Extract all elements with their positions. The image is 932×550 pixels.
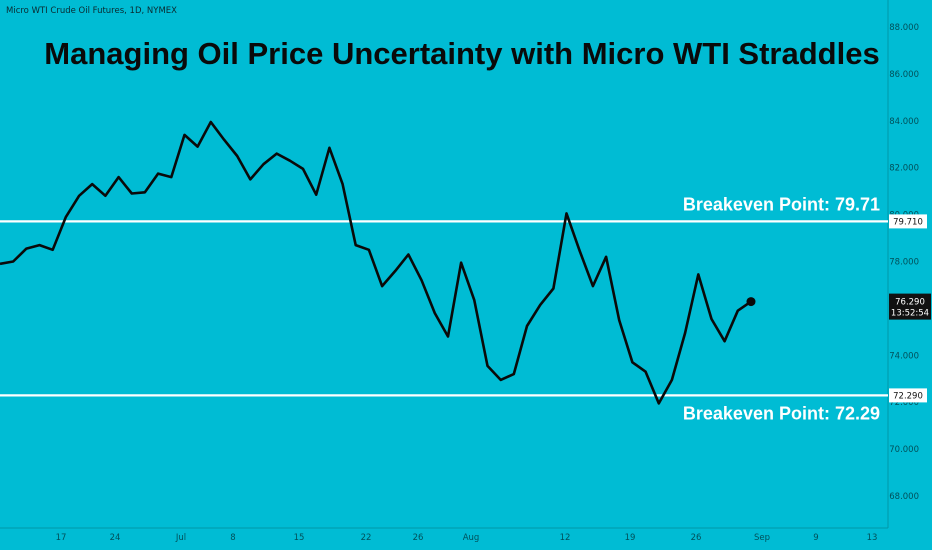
- breakeven-price-tag: [889, 388, 927, 403]
- x-tick-label: 22: [361, 533, 372, 543]
- y-tick-label: 68.000: [889, 492, 919, 502]
- breakeven-label: Breakeven Point: 79.71: [683, 194, 880, 214]
- x-tick-label: 17: [56, 533, 67, 543]
- y-tick-label: 88.000: [889, 23, 919, 33]
- breakeven-price-tag-label: 79.710: [893, 217, 923, 227]
- last-price-tag-box: [889, 293, 931, 320]
- price-series-line: [0, 120, 752, 405]
- x-tick-label: 15: [294, 533, 305, 543]
- chart-title: Managing Oil Price Uncertainty with Micr…: [44, 36, 879, 71]
- x-tick-label: 8: [230, 533, 235, 543]
- bar-countdown: 13:52:54: [891, 309, 929, 319]
- breakeven-price-tag-label: 72.290: [893, 391, 923, 401]
- x-tick-label: 24: [110, 533, 121, 543]
- x-tick-label: Sep: [754, 533, 770, 543]
- x-tick-label: Jul: [175, 533, 186, 543]
- time-axis[interactable]: 17 24 Jul 8 15 22 26 Aug 12 19 26 Sep 9 13: [56, 533, 878, 543]
- x-tick-label: 26: [691, 533, 702, 543]
- x-tick-label: Aug: [463, 533, 480, 543]
- y-tick-label: 78.000: [889, 258, 919, 268]
- x-tick-label: 12: [560, 533, 571, 543]
- x-tick-label: 9: [813, 533, 818, 543]
- y-tick-label: 72.000: [889, 398, 919, 408]
- last-price-dot: [746, 297, 756, 307]
- symbol-label: Micro WTI Crude Oil Futures, 1D, NYMEX: [6, 6, 177, 16]
- breakeven-price-tag: [889, 214, 927, 229]
- x-tick-label: 19: [625, 533, 636, 543]
- breakeven-levels: Breakeven Point: 79.71 79.710 Breakeven Po…: [0, 194, 927, 423]
- y-tick-label: 70.000: [889, 445, 919, 455]
- y-tick-label: 74.000: [889, 351, 919, 361]
- breakeven-label: Breakeven Point: 72.29: [683, 403, 880, 423]
- y-tick-label: 86.000: [889, 70, 919, 80]
- y-tick-label: 84.000: [889, 117, 919, 127]
- x-tick-label: 26: [413, 533, 424, 543]
- y-tick-label: 82.000: [889, 164, 919, 174]
- x-tick-label: 13: [867, 533, 878, 543]
- last-price-value: 76.290: [895, 298, 925, 308]
